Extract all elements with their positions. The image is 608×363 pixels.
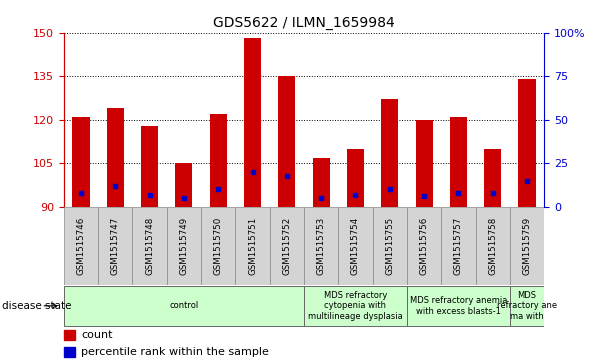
Text: GSM1515750: GSM1515750 [214,217,223,275]
Text: control: control [169,301,199,310]
Bar [381,99,398,207]
Text: GSM1515755: GSM1515755 [385,217,394,275]
Bar [313,158,330,207]
Text: disease state: disease state [2,301,71,311]
Bar [304,207,338,285]
Text: GSM1515752: GSM1515752 [282,217,291,275]
Bar [64,347,75,357]
Text: count: count [81,330,112,340]
Title: GDS5622 / ILMN_1659984: GDS5622 / ILMN_1659984 [213,16,395,30]
Bar [475,207,510,285]
Text: MDS refractory anemia
with excess blasts-1: MDS refractory anemia with excess blasts… [410,296,507,315]
Text: MDS refractory
cytopenia with
multilineage dysplasia: MDS refractory cytopenia with multilinea… [308,291,403,321]
Bar [107,108,124,207]
Bar [347,149,364,207]
Text: GSM1515749: GSM1515749 [179,217,188,275]
Bar [244,38,261,207]
Bar [278,76,295,207]
Bar [304,286,407,326]
Bar [210,114,227,207]
Bar [133,207,167,285]
Text: GSM1515754: GSM1515754 [351,217,360,275]
Bar [98,207,133,285]
Bar [270,207,304,285]
Text: GSM1515747: GSM1515747 [111,217,120,275]
Text: GSM1515757: GSM1515757 [454,217,463,275]
Text: GSM1515759: GSM1515759 [522,217,531,275]
Bar [510,207,544,285]
Bar [510,286,544,326]
Text: GSM1515748: GSM1515748 [145,217,154,275]
Bar [201,207,235,285]
Bar [64,330,75,340]
Bar [450,117,467,207]
Bar [519,79,536,207]
Bar [441,207,475,285]
Bar [175,163,193,207]
Bar [141,126,158,207]
Bar [235,207,270,285]
Text: GSM1515751: GSM1515751 [248,217,257,275]
Bar [64,286,304,326]
Text: MDS
refractory ane
ma with: MDS refractory ane ma with [497,291,557,321]
Bar [373,207,407,285]
Bar [484,149,501,207]
Bar [407,286,510,326]
Text: percentile rank within the sample: percentile rank within the sample [81,347,269,357]
Bar [72,117,89,207]
Text: GSM1515756: GSM1515756 [420,217,429,275]
Bar [338,207,373,285]
Bar [64,207,98,285]
Text: GSM1515746: GSM1515746 [77,217,86,275]
Bar [415,120,433,207]
Bar [407,207,441,285]
Bar [167,207,201,285]
Text: GSM1515753: GSM1515753 [317,217,326,275]
Text: GSM1515758: GSM1515758 [488,217,497,275]
